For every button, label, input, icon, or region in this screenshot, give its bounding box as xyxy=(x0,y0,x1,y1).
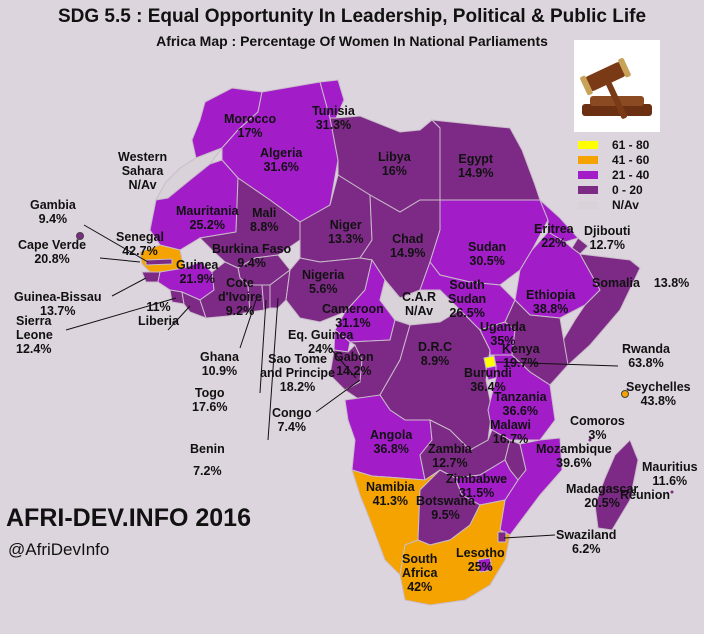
gavel-icon xyxy=(574,40,660,132)
label-western-sahara: Western Sahara N/Av xyxy=(118,150,168,192)
label-cape-verde: Cape Verde 20.8% xyxy=(18,238,87,266)
page-title: SDG 5.5 : Equal Opportunity In Leadershi… xyxy=(57,6,647,27)
label-sierra-leone: Sierra Leone 12.4% xyxy=(16,314,53,356)
legend-item: 41 - 60 xyxy=(578,152,649,167)
label-liberia: 11% Liberia xyxy=(138,300,179,328)
label-seychelles: Seychelles 43.8% xyxy=(626,380,691,408)
page-subtitle: Africa Map : Percentage Of Women In Nati… xyxy=(156,33,548,49)
label-nigeria: Nigeria 5.6% xyxy=(302,268,345,296)
label-benin: Benin 7.2% xyxy=(190,442,225,478)
country-swaziland[interactable] xyxy=(497,531,507,543)
label-togo: Togo 17.6% xyxy=(192,386,228,414)
label-zambia: Zambia 12.7% xyxy=(428,442,472,470)
label-ethiopia: Ethiopia 38.8% xyxy=(526,288,576,316)
country-mauritius[interactable] xyxy=(670,490,674,494)
country-cape-verde[interactable] xyxy=(76,232,84,240)
label-eritrea: Eritrea 22% xyxy=(534,222,574,250)
label-egypt: Egypt 14.9% xyxy=(458,152,494,180)
label-senegal: Senegal 42.7% xyxy=(116,230,164,258)
label-malawi: Malawi 16.7% xyxy=(490,418,531,446)
label-south-sudan: South Sudan 26.5% xyxy=(448,278,487,320)
label-sudan: Sudan 30.5% xyxy=(468,240,507,268)
legend-item: 0 - 20 xyxy=(578,182,649,197)
label-mali: Mali 8.8% xyxy=(250,206,279,234)
country-togo[interactable] xyxy=(261,284,271,311)
label-cameroon: Cameroon 31.1% xyxy=(322,302,384,330)
label-ghana: Ghana 10.9% xyxy=(200,350,239,378)
label-botswana: Botswana 9.5% xyxy=(416,494,476,522)
country-lesotho[interactable] xyxy=(477,557,493,573)
label-uganda: Uganda 35% xyxy=(480,320,526,348)
label-morocco: Morocco 17% xyxy=(224,112,277,140)
label-south-africa: South Africa 42% xyxy=(402,552,438,594)
country-comoros[interactable] xyxy=(588,438,592,442)
label-zimbabwe: Zimbabwe 31.5% xyxy=(446,472,508,500)
country-madagascar[interactable] xyxy=(594,439,639,531)
country-egypt[interactable] xyxy=(430,119,541,201)
legend-item: 21 - 40 xyxy=(578,167,649,182)
label-eq-guinea: Eq. Guinea 24% xyxy=(288,328,354,356)
label-swaziland: Swaziland 6.2% xyxy=(556,528,617,556)
country-guinea-bissau[interactable] xyxy=(141,271,161,283)
label-angola: Angola 36.8% xyxy=(370,428,413,456)
label-somalia: Somalia 13.8% xyxy=(592,276,690,290)
label-kenya: Kenya 19.7% xyxy=(502,342,540,370)
label-gambia: Gambia 9.4% xyxy=(30,198,76,226)
label-sao-tome: Sao Tome and Principe 18.2% xyxy=(260,352,336,394)
legend-item: N/Av xyxy=(578,197,649,212)
country-seychelles[interactable] xyxy=(621,390,629,398)
label-libya: Libya 16% xyxy=(378,150,411,178)
label-namibia: Namibia 41.3% xyxy=(366,480,415,508)
country-liberia[interactable] xyxy=(181,291,207,319)
country-gambia[interactable] xyxy=(145,258,173,266)
label-tunisia: Tunisia 31.3% xyxy=(312,104,355,132)
label-madagascar: Madagascar 20.5% xyxy=(566,482,639,510)
country-tunisia[interactable] xyxy=(319,79,345,119)
label-djibouti: Djibouti 12.7% xyxy=(584,224,631,252)
label-cote-divoire: Cote d'Ivoire 9.2% xyxy=(218,276,262,318)
brand-text: AFRI-DEV.INFO 2016 xyxy=(6,504,251,532)
label-burkina-faso: Burkina Faso 9.4% xyxy=(212,242,292,270)
label-drc: D.R.C 8.9% xyxy=(418,340,453,368)
label-algeria: Algeria 31.6% xyxy=(260,146,303,174)
label-chad: Chad 14.9% xyxy=(390,232,426,260)
twitter-handle: @AfriDevInfo xyxy=(8,540,110,559)
legend-item: 61 - 80 xyxy=(578,137,649,152)
label-mauritius: Mauritius 11.6% xyxy=(642,460,698,488)
label-niger: Niger 13.3% xyxy=(328,218,364,246)
label-tanzania: Tanzania 36.6% xyxy=(494,390,547,418)
label-guinea-bissau: Guinea-Bissau 13.7% xyxy=(14,290,102,318)
label-gabon: Gabon 14.2% xyxy=(334,350,374,378)
label-comoros: Comoros 3% xyxy=(570,414,625,442)
label-congo: Congo 7.4% xyxy=(272,406,312,434)
label-mozambique: Mozambique 39.6% xyxy=(536,442,612,470)
map-legend: 61 - 80 41 - 60 21 - 40 0 - 20 N/Av xyxy=(578,137,649,212)
label-lesotho: Lesotho 25% xyxy=(456,546,505,574)
label-guinea: Guinea 21.9% xyxy=(176,258,219,286)
label-burundi: Burundi 36.4% xyxy=(464,366,512,394)
label-car: C.A.R N/Av xyxy=(402,290,437,318)
label-rwanda: Rwanda 63.8% xyxy=(622,342,670,370)
label-mauritania: Mauritania 25.2% xyxy=(176,204,239,232)
label-reunion: Réunion xyxy=(620,488,670,502)
